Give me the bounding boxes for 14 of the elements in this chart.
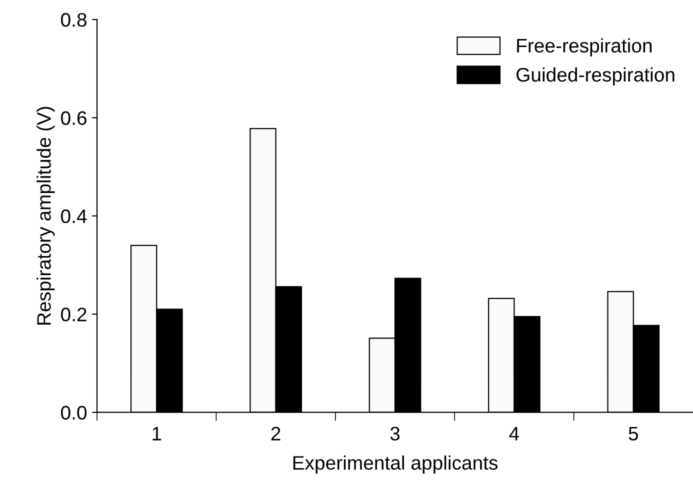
y-tick-label: 0.2 xyxy=(61,308,86,322)
x-tick-label: 5 xyxy=(628,426,638,441)
x-tick-label: 1 xyxy=(152,426,162,440)
y-tick-label: 0.8 xyxy=(61,12,86,27)
y-axis-title: Respiratory amplitude (V) xyxy=(36,106,55,325)
x-tick-label: 3 xyxy=(390,426,400,441)
x-axis-title: Experimental applicants xyxy=(293,455,498,474)
legend-label: Free-respiration xyxy=(517,38,652,56)
x-tick-label: 2 xyxy=(271,426,280,440)
x-tick-label: 4 xyxy=(509,426,520,440)
y-tick-label: 0.0 xyxy=(61,406,87,420)
y-tick-label: 0.6 xyxy=(61,111,86,125)
y-tick-label: 0.4 xyxy=(61,209,87,224)
legend-label: Guided-respiration xyxy=(516,67,674,86)
